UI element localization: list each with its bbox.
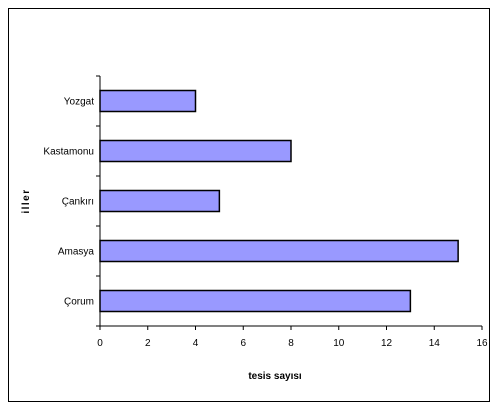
chart-frame xyxy=(8,8,490,402)
x-tick-label-2: 4 xyxy=(193,338,199,349)
category-label-1: Kastamonu xyxy=(43,147,94,158)
x-tick-label-1: 2 xyxy=(145,338,151,349)
bars-layer xyxy=(99,89,459,313)
bar-3 xyxy=(99,239,459,263)
bar-4 xyxy=(99,289,412,313)
ticks-layer xyxy=(96,75,483,330)
category-label-4: Çorum xyxy=(64,297,94,308)
x-tick-label-4: 8 xyxy=(288,338,294,349)
x-tick-label-0: 0 xyxy=(97,338,103,349)
x-axis-title: tesis sayısı xyxy=(248,371,302,382)
x-tick-label-5: 10 xyxy=(333,338,345,349)
x-tick-label-6: 12 xyxy=(381,338,393,349)
category-label-3: Amasya xyxy=(58,247,95,258)
bar-1 xyxy=(99,139,292,163)
x-tick-label-8: 16 xyxy=(476,338,488,349)
y-axis-title: iller xyxy=(21,188,32,213)
category-label-2: Çankırı xyxy=(62,197,94,208)
bar-2 xyxy=(99,189,221,213)
bar-0 xyxy=(99,89,197,113)
x-tick-label-3: 6 xyxy=(240,338,246,349)
x-tick-label-7: 14 xyxy=(429,338,441,349)
labels-layer: Yozgat Kastamonu Çankırı Amasya Çorum 0 2 4 6 8 10… xyxy=(43,97,488,350)
category-label-0: Yozgat xyxy=(64,97,94,108)
